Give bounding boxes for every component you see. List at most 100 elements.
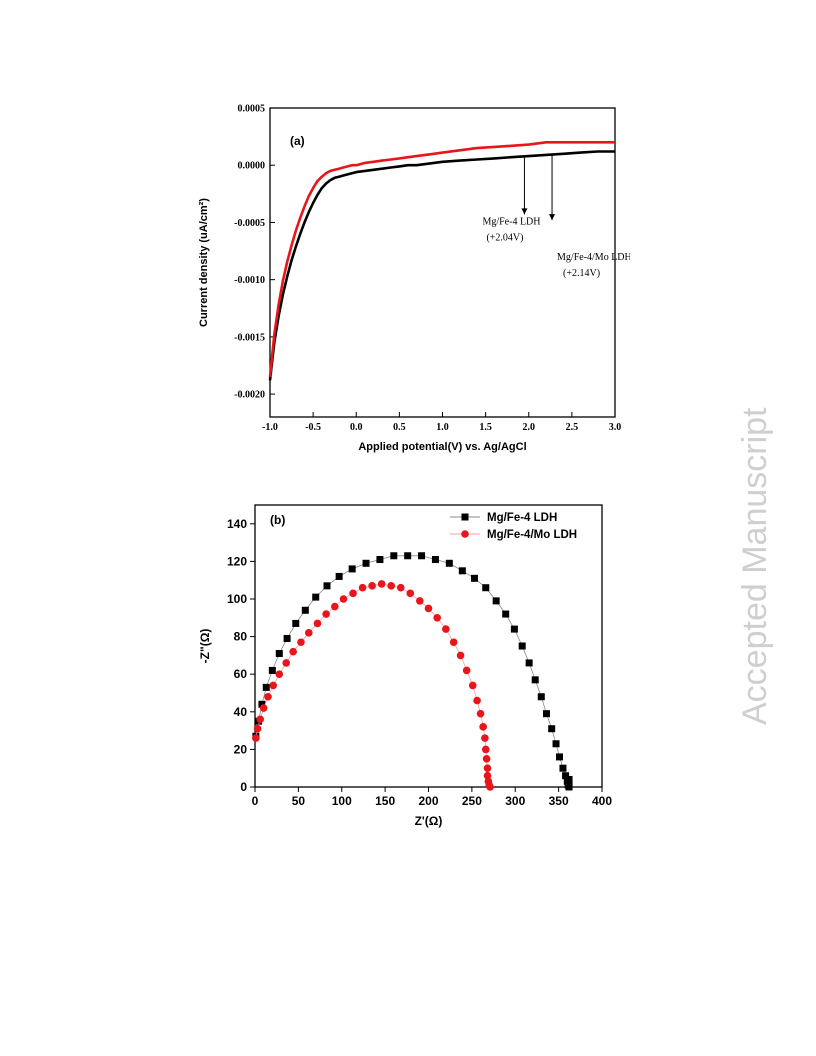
data-point-circle xyxy=(289,647,297,656)
data-point-circle xyxy=(449,638,458,647)
annotation-label: Mg/Fe-4/Mo LDH xyxy=(557,252,630,263)
y-tick-label: 80 xyxy=(234,630,248,644)
data-point-circle xyxy=(259,704,268,712)
data-point-circle xyxy=(481,734,489,742)
data-point-circle xyxy=(313,619,322,628)
data-point-square xyxy=(445,559,453,567)
x-tick-label: 1.5 xyxy=(479,422,492,433)
x-axis-label: Z'(Ω) xyxy=(415,814,443,828)
data-point-circle xyxy=(396,583,405,592)
data-point-square xyxy=(301,606,309,614)
data-point-circle xyxy=(349,589,357,598)
series-line-2 xyxy=(268,141,615,378)
data-point-square xyxy=(559,764,567,772)
x-tick-label: 200 xyxy=(418,794,438,808)
y-tick-label: 0.0000 xyxy=(238,161,266,172)
x-tick-label: 0.0 xyxy=(350,422,363,433)
data-point-square xyxy=(470,574,478,582)
y-tick-label: -0.0015 xyxy=(234,332,265,343)
y-tick-label: 140 xyxy=(227,517,247,531)
y-axis-label: Current density (uA/cm²) xyxy=(198,198,210,327)
data-point-square xyxy=(404,552,412,560)
x-axis-label: Applied potential(V) vs. Ag/AgCl xyxy=(358,441,526,453)
data-point-circle xyxy=(483,771,492,780)
data-point-circle xyxy=(473,696,481,705)
data-point-square xyxy=(418,552,426,560)
y-tick-label: 120 xyxy=(227,554,247,568)
x-tick-label: 2.0 xyxy=(523,422,536,433)
x-tick-label: 400 xyxy=(592,794,612,808)
data-point-circle xyxy=(331,602,339,611)
data-point-circle xyxy=(462,666,471,675)
x-tick-label: 0 xyxy=(252,794,259,808)
data-point-circle xyxy=(322,610,330,618)
data-point-square xyxy=(482,584,490,592)
x-tick-label: 150 xyxy=(375,794,395,808)
data-point-square xyxy=(390,552,398,560)
data-point-circle xyxy=(416,597,424,605)
x-tick-label: 100 xyxy=(332,794,352,808)
data-point-square xyxy=(510,625,518,633)
y-tick-label: -0.0005 xyxy=(234,218,265,229)
data-point-square xyxy=(565,775,573,783)
data-point-square xyxy=(268,666,276,674)
data-point-square xyxy=(283,634,291,642)
data-point-square xyxy=(542,710,550,718)
data-point-square xyxy=(431,556,439,564)
data-point-circle xyxy=(297,638,305,647)
data-point-circle xyxy=(275,670,284,678)
y-tick-label: -0.0010 xyxy=(234,275,265,286)
data-point-circle xyxy=(486,783,494,791)
chart-a-plot: -1.0 -0.5 0.0 0.5 1.0 1.5 2.0 2.5 3.0 0.0005 0.000… xyxy=(198,104,630,454)
data-point-circle xyxy=(483,764,492,772)
legend-label: Mg/Fe-4/Mo LDH xyxy=(487,529,577,541)
data-point-square xyxy=(562,772,570,780)
annotation-value: (+2.14V) xyxy=(563,268,600,279)
data-point-square xyxy=(565,781,573,789)
x-tick-label: 3.0 xyxy=(609,422,622,433)
x-tick-label: -1.0 xyxy=(262,422,278,433)
y-tick-label: -0.0020 xyxy=(234,390,265,401)
data-point-circle xyxy=(481,745,490,754)
data-point-circle xyxy=(442,625,450,633)
data-point-square xyxy=(525,659,533,667)
data-point-circle xyxy=(482,755,491,763)
x-tick-label: 300 xyxy=(505,794,525,808)
panel-label: (a) xyxy=(290,134,305,148)
x-tick-label: 50 xyxy=(292,794,306,808)
data-point-circle xyxy=(256,715,265,724)
annotation-label: Mg/Fe-4 LDH xyxy=(482,216,540,227)
y-tick-label: 40 xyxy=(234,705,248,719)
y-tick-label: 20 xyxy=(234,742,248,756)
panel-label: (b) xyxy=(270,513,285,527)
x-tick-label: 1.0 xyxy=(436,422,449,433)
data-point-square xyxy=(548,725,556,733)
data-point-circle xyxy=(264,692,272,701)
y-tick-label: 100 xyxy=(227,592,247,606)
y-tick-label: 60 xyxy=(234,667,248,681)
y-axis-label: -Z"(Ω) xyxy=(198,629,212,664)
data-point-square xyxy=(335,572,343,580)
data-point-square xyxy=(492,597,500,605)
data-point-circle xyxy=(358,583,367,592)
x-tick-label: -0.5 xyxy=(305,422,321,433)
data-point-square xyxy=(258,700,266,708)
chart-b: 0 50 100 150 200 250 300 350 400 0 20 40 60 80 100 120 1… xyxy=(198,504,612,828)
watermark-text: Accepted Manuscript xyxy=(736,407,774,725)
annotation-value: (+2.04V) xyxy=(486,232,523,243)
data-point-circle xyxy=(424,604,433,613)
data-point-circle xyxy=(468,681,477,690)
data-point-square xyxy=(502,610,510,618)
data-point-circle xyxy=(476,709,485,718)
data-point-circle xyxy=(456,651,465,660)
data-point-circle xyxy=(304,629,313,637)
data-point-square xyxy=(312,593,320,601)
chart-a: -1.0 -0.5 0.0 0.5 1.0 1.5 2.0 2.5 3.0 0.0005 0.000… xyxy=(198,104,630,454)
data-point-square xyxy=(531,676,539,684)
data-point-square xyxy=(376,556,384,564)
chart-b-plot: 0 50 100 150 200 250 300 350 400 0 20 40 60 80 100 120 1… xyxy=(198,504,612,828)
data-point-circle xyxy=(433,614,441,622)
data-point-square xyxy=(537,693,545,701)
series-line-1 xyxy=(268,150,615,381)
data-point-square xyxy=(348,565,356,573)
